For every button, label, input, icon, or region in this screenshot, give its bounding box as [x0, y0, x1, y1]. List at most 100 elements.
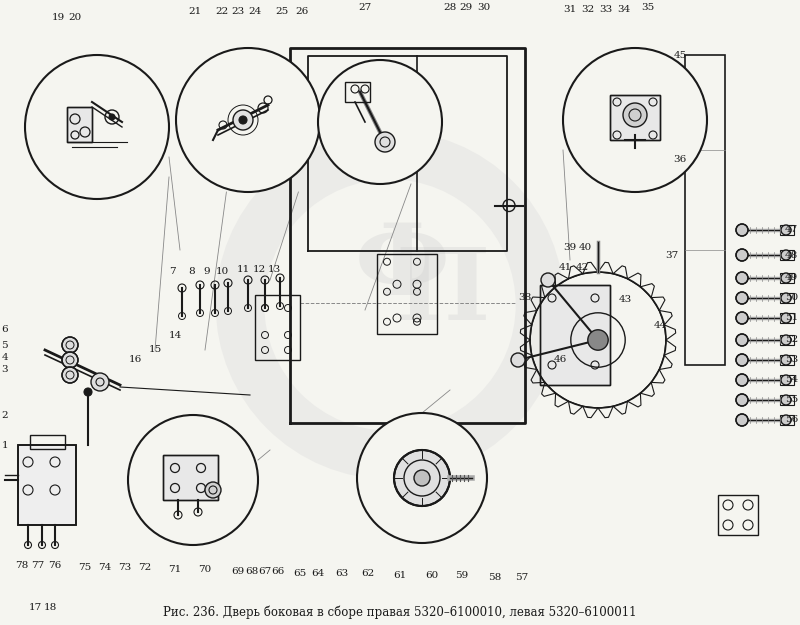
- Text: 60: 60: [426, 571, 438, 579]
- Circle shape: [781, 250, 791, 260]
- Circle shape: [736, 374, 748, 386]
- Text: 8: 8: [189, 268, 195, 276]
- Text: 2: 2: [2, 411, 8, 419]
- Circle shape: [781, 335, 791, 345]
- Bar: [67, 107, 92, 142]
- Bar: [540, 285, 610, 385]
- Text: 78: 78: [15, 561, 29, 569]
- Bar: [67, 107, 92, 142]
- Circle shape: [233, 110, 253, 130]
- Text: 70: 70: [198, 566, 212, 574]
- Circle shape: [781, 355, 791, 365]
- Bar: [610, 95, 660, 140]
- Text: 72: 72: [138, 564, 152, 572]
- Circle shape: [176, 48, 320, 192]
- Text: 66: 66: [271, 568, 285, 576]
- Circle shape: [781, 225, 791, 235]
- Text: 21: 21: [188, 8, 202, 16]
- Text: 25: 25: [275, 8, 289, 16]
- Bar: [780, 355, 794, 365]
- Circle shape: [781, 415, 791, 425]
- Text: 41: 41: [558, 264, 572, 272]
- Bar: [30, 435, 65, 449]
- Text: 22: 22: [215, 8, 229, 16]
- Text: 1: 1: [2, 441, 8, 449]
- Text: 52: 52: [785, 336, 798, 344]
- Text: 38: 38: [518, 294, 532, 302]
- Text: 34: 34: [618, 6, 630, 14]
- Bar: [345, 82, 370, 102]
- Circle shape: [128, 415, 258, 545]
- Bar: [718, 495, 758, 535]
- Circle shape: [62, 367, 78, 383]
- Text: П: П: [395, 244, 490, 341]
- Text: 48: 48: [785, 251, 798, 259]
- Circle shape: [84, 388, 92, 396]
- Text: 63: 63: [335, 569, 349, 578]
- Text: 37: 37: [666, 251, 678, 259]
- Circle shape: [25, 55, 169, 199]
- Circle shape: [541, 273, 555, 287]
- Circle shape: [511, 353, 525, 367]
- Text: 40: 40: [578, 244, 592, 252]
- Bar: [685, 55, 725, 365]
- Circle shape: [736, 334, 748, 346]
- Text: 31: 31: [563, 6, 577, 14]
- Text: 27: 27: [358, 4, 372, 12]
- Text: 16: 16: [128, 356, 142, 364]
- Circle shape: [239, 116, 247, 124]
- Text: 68: 68: [246, 568, 258, 576]
- Text: 17: 17: [28, 604, 42, 612]
- Text: 50: 50: [785, 294, 798, 302]
- Bar: [780, 375, 794, 385]
- Bar: [610, 95, 660, 140]
- Circle shape: [781, 375, 791, 385]
- Bar: [780, 335, 794, 345]
- Text: 67: 67: [258, 568, 272, 576]
- Text: 26: 26: [295, 8, 309, 16]
- Text: 45: 45: [674, 51, 686, 59]
- Text: 44: 44: [654, 321, 666, 329]
- Text: 49: 49: [785, 274, 798, 282]
- Bar: [780, 225, 794, 235]
- Text: 61: 61: [394, 571, 406, 579]
- Circle shape: [109, 114, 115, 120]
- Circle shape: [781, 313, 791, 323]
- Text: 53: 53: [785, 356, 798, 364]
- Text: 28: 28: [443, 4, 457, 12]
- Circle shape: [736, 292, 748, 304]
- Text: 19: 19: [51, 14, 65, 22]
- Text: 29: 29: [459, 4, 473, 12]
- Text: 24: 24: [248, 8, 262, 16]
- Circle shape: [736, 312, 748, 324]
- Circle shape: [394, 450, 450, 506]
- Circle shape: [563, 48, 707, 192]
- Text: Рис. 236. Дверь боковая в сборе правая 5320–6100010, левая 5320–6100011: Рис. 236. Дверь боковая в сборе правая 5…: [163, 605, 637, 619]
- Text: 33: 33: [599, 6, 613, 14]
- Text: 64: 64: [311, 569, 325, 578]
- Bar: [540, 285, 610, 385]
- Circle shape: [736, 224, 748, 236]
- Text: 59: 59: [455, 571, 469, 579]
- Text: 9: 9: [204, 268, 210, 276]
- Bar: [255, 295, 300, 360]
- Text: 13: 13: [267, 266, 281, 274]
- Text: 5: 5: [2, 341, 8, 349]
- Circle shape: [736, 354, 748, 366]
- Text: 56: 56: [785, 416, 798, 424]
- Bar: [163, 455, 218, 500]
- Text: 23: 23: [231, 8, 245, 16]
- Bar: [780, 313, 794, 323]
- Text: 62: 62: [362, 569, 374, 578]
- Circle shape: [62, 352, 78, 368]
- Circle shape: [375, 132, 395, 152]
- Circle shape: [736, 414, 748, 426]
- Circle shape: [318, 60, 442, 184]
- Text: 20: 20: [68, 14, 82, 22]
- Circle shape: [357, 413, 487, 543]
- Text: 36: 36: [674, 156, 686, 164]
- Text: 77: 77: [31, 561, 45, 569]
- Circle shape: [205, 482, 221, 498]
- Circle shape: [91, 373, 109, 391]
- Text: 10: 10: [215, 268, 229, 276]
